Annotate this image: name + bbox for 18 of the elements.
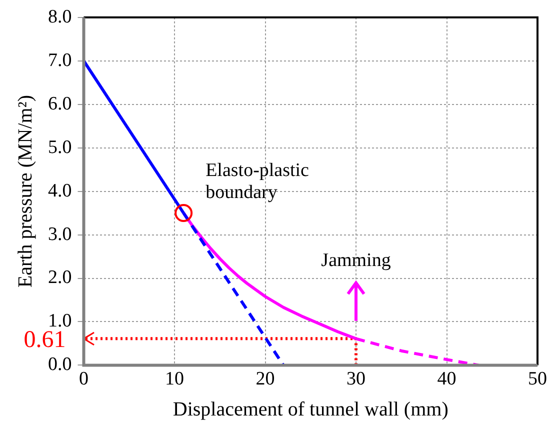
y-tick-label: 5.0 [48, 136, 72, 158]
x-tick-label: 40 [437, 368, 456, 390]
annotation: Elasto-plastic boundary [206, 160, 309, 204]
annotation: Jamming [321, 250, 392, 271]
x-axis-title: Displacement of tunnel wall (mm) [172, 398, 448, 420]
y-tick-label: 2.0 [48, 267, 72, 288]
y-tick-label: 6.0 [48, 93, 72, 114]
x-tick-label: 50 [528, 368, 547, 390]
y-tick-label: 3.0 [48, 224, 72, 245]
y-tick-label: 0.0 [48, 354, 72, 376]
y-tick-label: 4.0 [48, 180, 72, 202]
y-tick-label: 8.0 [48, 6, 72, 28]
x-tick-label: 0 [79, 368, 88, 390]
x-tick-label: 10 [165, 368, 184, 390]
x-tick-label: 30 [346, 368, 366, 390]
y-axis-title: Earth pressure (MN/m²) [14, 94, 36, 288]
x-tick-label: 20 [256, 368, 275, 390]
y-tick-label: 7.0 [48, 50, 72, 71]
